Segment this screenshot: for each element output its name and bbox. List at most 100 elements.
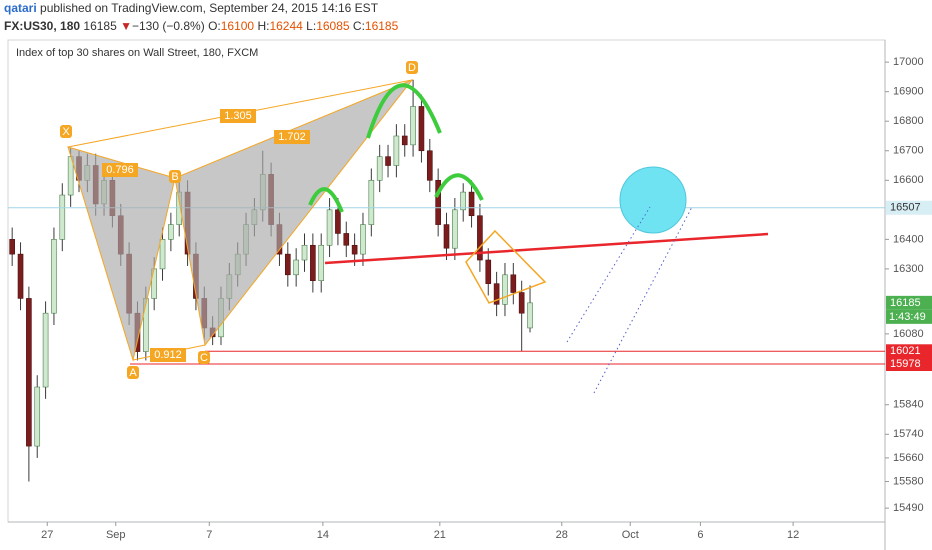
y-tick-label: 15490: [893, 502, 924, 514]
y-tick-label: 16700: [893, 145, 924, 157]
change: −130 (−0.8%): [132, 19, 205, 33]
ratio-label: 0.796: [106, 164, 134, 176]
header-line-1: qatari published on TradingView.com, Sep…: [4, 1, 379, 15]
candle-body: [368, 179, 375, 225]
candle-body: [527, 302, 533, 329]
arrow: ▼: [120, 19, 132, 33]
ratio-label: 1.702: [278, 131, 306, 143]
y-tick-label: 16800: [893, 115, 924, 127]
price-label-bg: [886, 200, 932, 215]
countdown: 1:43:49: [889, 311, 926, 323]
candle-body: [159, 239, 166, 270]
candle-body: [59, 194, 66, 240]
trend-line: [324, 232, 769, 265]
ratio-label-bg: [150, 348, 186, 362]
h-value: 16244: [269, 19, 303, 33]
candle-body: [168, 224, 174, 240]
y-tick-label: 15740: [893, 428, 924, 440]
point-label: C: [200, 352, 208, 364]
c-label: C:: [353, 19, 365, 33]
h-label: H:: [257, 19, 269, 33]
y-tick-label: 16600: [893, 174, 924, 186]
point-label: B: [171, 171, 178, 183]
author: qatari: [4, 1, 37, 15]
candle-body: [335, 209, 341, 234]
candle-body: [51, 239, 57, 314]
candle-body: [468, 191, 475, 217]
candle-body: [452, 209, 458, 249]
candle-body: [460, 191, 467, 211]
o-value: 16100: [221, 19, 255, 33]
symbol: FX:US30, 180: [4, 19, 80, 33]
pattern-labels: X A B C D 1.305 1.702 0.796 0.912: [60, 61, 418, 379]
candle-body: [42, 312, 49, 388]
candle-body: [410, 106, 416, 146]
ratio-label-bg: [274, 130, 310, 144]
countdown-bg: [886, 309, 932, 324]
price-label: 16185: [890, 297, 921, 309]
point-label-bg: [198, 351, 210, 364]
drawings: [67, 78, 769, 394]
y-tick-label: 15580: [893, 475, 924, 487]
candle-body: [34, 386, 41, 447]
point-label: X: [62, 126, 70, 138]
price-label: 16507: [890, 202, 921, 214]
candle-body: [477, 215, 483, 261]
x-tick-label: 14: [317, 529, 329, 541]
ratio-label: 1.305: [224, 110, 252, 122]
y-tick-label: 15840: [893, 399, 924, 411]
y-tick-label: 16300: [893, 263, 924, 275]
candle-body: [518, 292, 525, 314]
x-tick-label: 28: [556, 529, 568, 541]
o-label: O:: [208, 19, 221, 33]
header-line-2: FX:US30, 180 16185 ▼−130 (−0.8%) O:16100…: [4, 19, 399, 33]
price-label-bg: [886, 356, 932, 371]
candle-body: [293, 259, 299, 276]
pattern-xab: [67, 146, 176, 362]
x-tick-label: 27: [41, 529, 53, 541]
candle-body: [502, 274, 508, 305]
price-label: 15978: [890, 358, 921, 370]
arc: [434, 173, 484, 201]
candle-body: [284, 253, 291, 276]
candle-body: [26, 298, 32, 447]
last-price: 16185: [83, 19, 117, 33]
x-tick-label: Oct: [622, 529, 639, 541]
candle-body: [435, 179, 441, 225]
y-tick-label: 16400: [893, 233, 924, 245]
candle-body: [310, 244, 316, 282]
x-tick-label: Sep: [106, 529, 126, 541]
candle-body: [326, 209, 333, 246]
l-label: L:: [306, 19, 316, 33]
pattern-bcd: [174, 78, 414, 347]
x-tick-label: 21: [434, 529, 446, 541]
price-label-bg: [886, 344, 932, 359]
y-tick-label: 16900: [893, 86, 924, 98]
price-label: 16021: [890, 345, 921, 357]
price-label-bg: [886, 295, 932, 310]
ratio-label: 0.912: [154, 349, 182, 361]
candle-body: [393, 135, 400, 166]
point-label: A: [129, 367, 137, 379]
candle-body: [376, 156, 383, 181]
candle-body: [401, 135, 408, 146]
candle-body: [418, 106, 425, 152]
candle-body: [9, 239, 15, 255]
point-label-bg: [406, 61, 418, 74]
candle-body: [426, 150, 433, 181]
candle-body: [510, 274, 517, 293]
l-value: 16085: [316, 19, 350, 33]
point-label: D: [408, 62, 416, 74]
candle-body: [351, 244, 358, 255]
arc: [308, 187, 344, 213]
x-tick-label: 6: [697, 529, 703, 541]
y-tick-label: 16080: [893, 328, 924, 340]
y-tick-label: 15660: [893, 452, 924, 464]
x-tick-label: 12: [787, 529, 799, 541]
arc: [366, 83, 442, 139]
ratio-label-bg: [220, 109, 256, 123]
candle-body: [385, 156, 391, 166]
point-label-bg: [60, 125, 72, 138]
candle-body: [318, 244, 325, 282]
